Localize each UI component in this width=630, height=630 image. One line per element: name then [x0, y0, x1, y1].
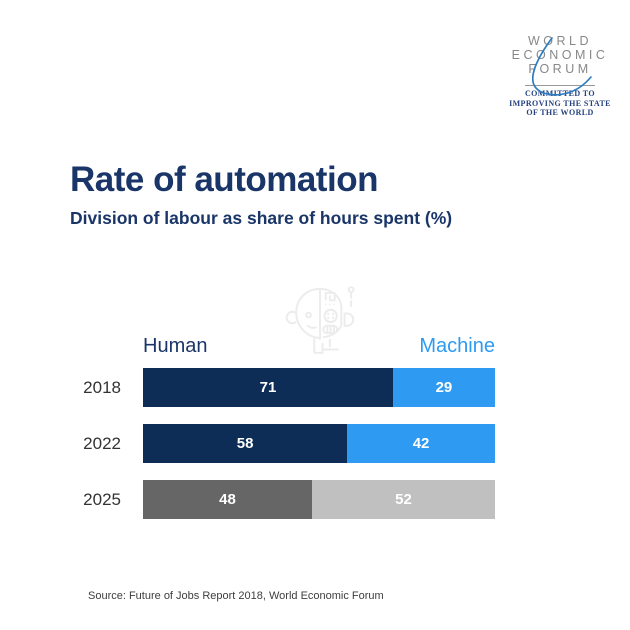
source-note: Source: Future of Jobs Report 2018, Worl… [88, 590, 384, 602]
bar-segment-human-2018: 71 [143, 368, 393, 407]
bar-segment-human-2022: 58 [143, 424, 348, 463]
legend-label-machine: Machine [419, 335, 495, 357]
wef-logo-word-forum: FORUM [528, 62, 592, 76]
bar-segment-machine-2022: 42 [347, 424, 495, 463]
bar-segment-human-2025: 48 [143, 480, 312, 519]
year-label-2018: 2018 [83, 378, 121, 397]
bar-value-machine-2018: 29 [435, 379, 453, 396]
wef-logo: WORLD ECONOMIC FORUM COMMITTED TO IMPROV… [490, 34, 630, 120]
page-subtitle: Division of labour as share of hours spe… [70, 208, 453, 228]
bar-row-2018: 2018 71 29 [83, 368, 495, 407]
bar-value-machine-2022: 42 [412, 435, 430, 452]
bar-value-machine-2025: 52 [395, 491, 412, 508]
legend-label-human: Human [143, 335, 208, 357]
series-legend: Human Machine [143, 335, 495, 358]
bar-row-2025: 2025 48 52 [83, 480, 495, 519]
bar-segment-machine-2018: 29 [392, 368, 495, 407]
page-title: Rate of automation [70, 160, 378, 199]
bar-row-2022: 2022 58 42 [83, 424, 495, 463]
wef-tagline-line-2: IMPROVING THE STATE [509, 98, 611, 108]
wef-tagline-line-3: OF THE WORLD [526, 108, 594, 117]
half-human-half-robot-icon [285, 286, 355, 354]
wef-logo-word-economic: ECONOMIC [511, 48, 609, 62]
wef-tagline-line-1: COMMITTED TO [524, 89, 596, 98]
bar-value-human-2022: 58 [236, 435, 254, 452]
year-label-2022: 2022 [83, 434, 121, 453]
bar-value-human-2018: 71 [259, 379, 277, 396]
bar-value-human-2025: 48 [219, 491, 236, 508]
wef-logo-divider [525, 85, 595, 86]
stacked-bar-chart: 2018 71 29 2022 58 42 2025 48 52 [83, 368, 495, 536]
wef-logo-word-world: WORLD [527, 34, 593, 48]
year-label-2025: 2025 [83, 490, 121, 509]
wef-logo-tagline: COMMITTED TO IMPROVING THE STATE OF THE … [509, 85, 611, 118]
bar-segment-machine-2025: 52 [311, 480, 495, 519]
